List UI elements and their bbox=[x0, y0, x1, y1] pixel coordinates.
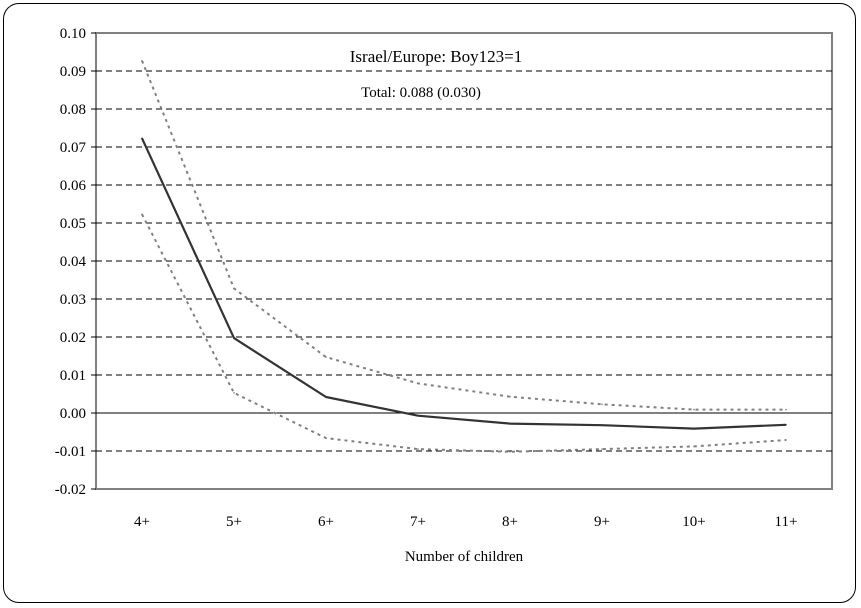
series-point bbox=[325, 356, 327, 358]
x-tick-label: 9+ bbox=[594, 514, 610, 530]
series-point bbox=[509, 450, 511, 453]
y-tick-label: 0.10 bbox=[60, 26, 86, 42]
y-tick-label: 0.06 bbox=[60, 178, 87, 194]
y-tick-label: 0.08 bbox=[60, 102, 86, 118]
y-tick-label: 0.05 bbox=[60, 216, 86, 232]
x-tick-label: 11+ bbox=[775, 514, 798, 530]
x-axis-label: Number of children bbox=[405, 549, 524, 565]
series-point bbox=[417, 382, 419, 385]
series-line-estimate bbox=[141, 137, 787, 430]
series-point bbox=[141, 213, 143, 216]
series-point bbox=[233, 392, 235, 394]
series-point bbox=[693, 445, 695, 448]
series-point bbox=[785, 439, 787, 441]
y-tick-label: 0.02 bbox=[60, 330, 86, 346]
series-point bbox=[417, 448, 419, 450]
series-point bbox=[601, 448, 603, 450]
series-point bbox=[417, 414, 419, 417]
series-point bbox=[509, 395, 511, 398]
y-tick-label: 0.04 bbox=[60, 254, 87, 270]
x-tick-label: 4+ bbox=[134, 514, 150, 530]
series-lines bbox=[141, 59, 787, 453]
series-point bbox=[601, 424, 603, 426]
chart-title: Israel/Europe: Boy123=1 bbox=[350, 47, 522, 66]
series-point bbox=[141, 137, 143, 140]
series-point bbox=[693, 427, 695, 430]
chart-subtitle: Total: 0.088 (0.030) bbox=[361, 85, 481, 101]
series-point bbox=[325, 437, 327, 439]
series-point bbox=[785, 408, 787, 411]
y-tick-label: -0.01 bbox=[55, 444, 86, 460]
series-point bbox=[233, 287, 235, 290]
x-tick-label: 10+ bbox=[682, 514, 705, 530]
series-point bbox=[325, 396, 327, 398]
y-tick-label: 0.01 bbox=[60, 368, 86, 384]
series-point bbox=[233, 337, 235, 339]
y-tick-label: -0.02 bbox=[55, 482, 86, 498]
x-axis: 4+ 5+ 6+ 7+ 8+ 9+ 10+ 11+ bbox=[134, 514, 797, 530]
series-point bbox=[785, 423, 787, 426]
series-line-lower-bound bbox=[141, 213, 787, 453]
x-tick-label: 7+ bbox=[410, 514, 426, 530]
x-tick-label: 8+ bbox=[502, 514, 518, 530]
y-tick-label: 0.09 bbox=[60, 64, 86, 80]
y-axis: 0.10 0.09 0.08 0.07 0.06 0.05 0.04 0.03 0.02 0.01… bbox=[55, 26, 96, 498]
series-point bbox=[509, 422, 511, 425]
series-point bbox=[141, 59, 143, 62]
gridlines bbox=[96, 70, 832, 452]
series-point bbox=[601, 403, 603, 406]
x-tick-label: 5+ bbox=[226, 514, 242, 530]
y-tick-label: 0.03 bbox=[60, 292, 86, 308]
series-point bbox=[693, 408, 695, 411]
y-tick-label: 0.00 bbox=[60, 406, 86, 422]
y-tick-label: 0.07 bbox=[60, 140, 87, 156]
x-tick-label: 6+ bbox=[318, 514, 334, 530]
